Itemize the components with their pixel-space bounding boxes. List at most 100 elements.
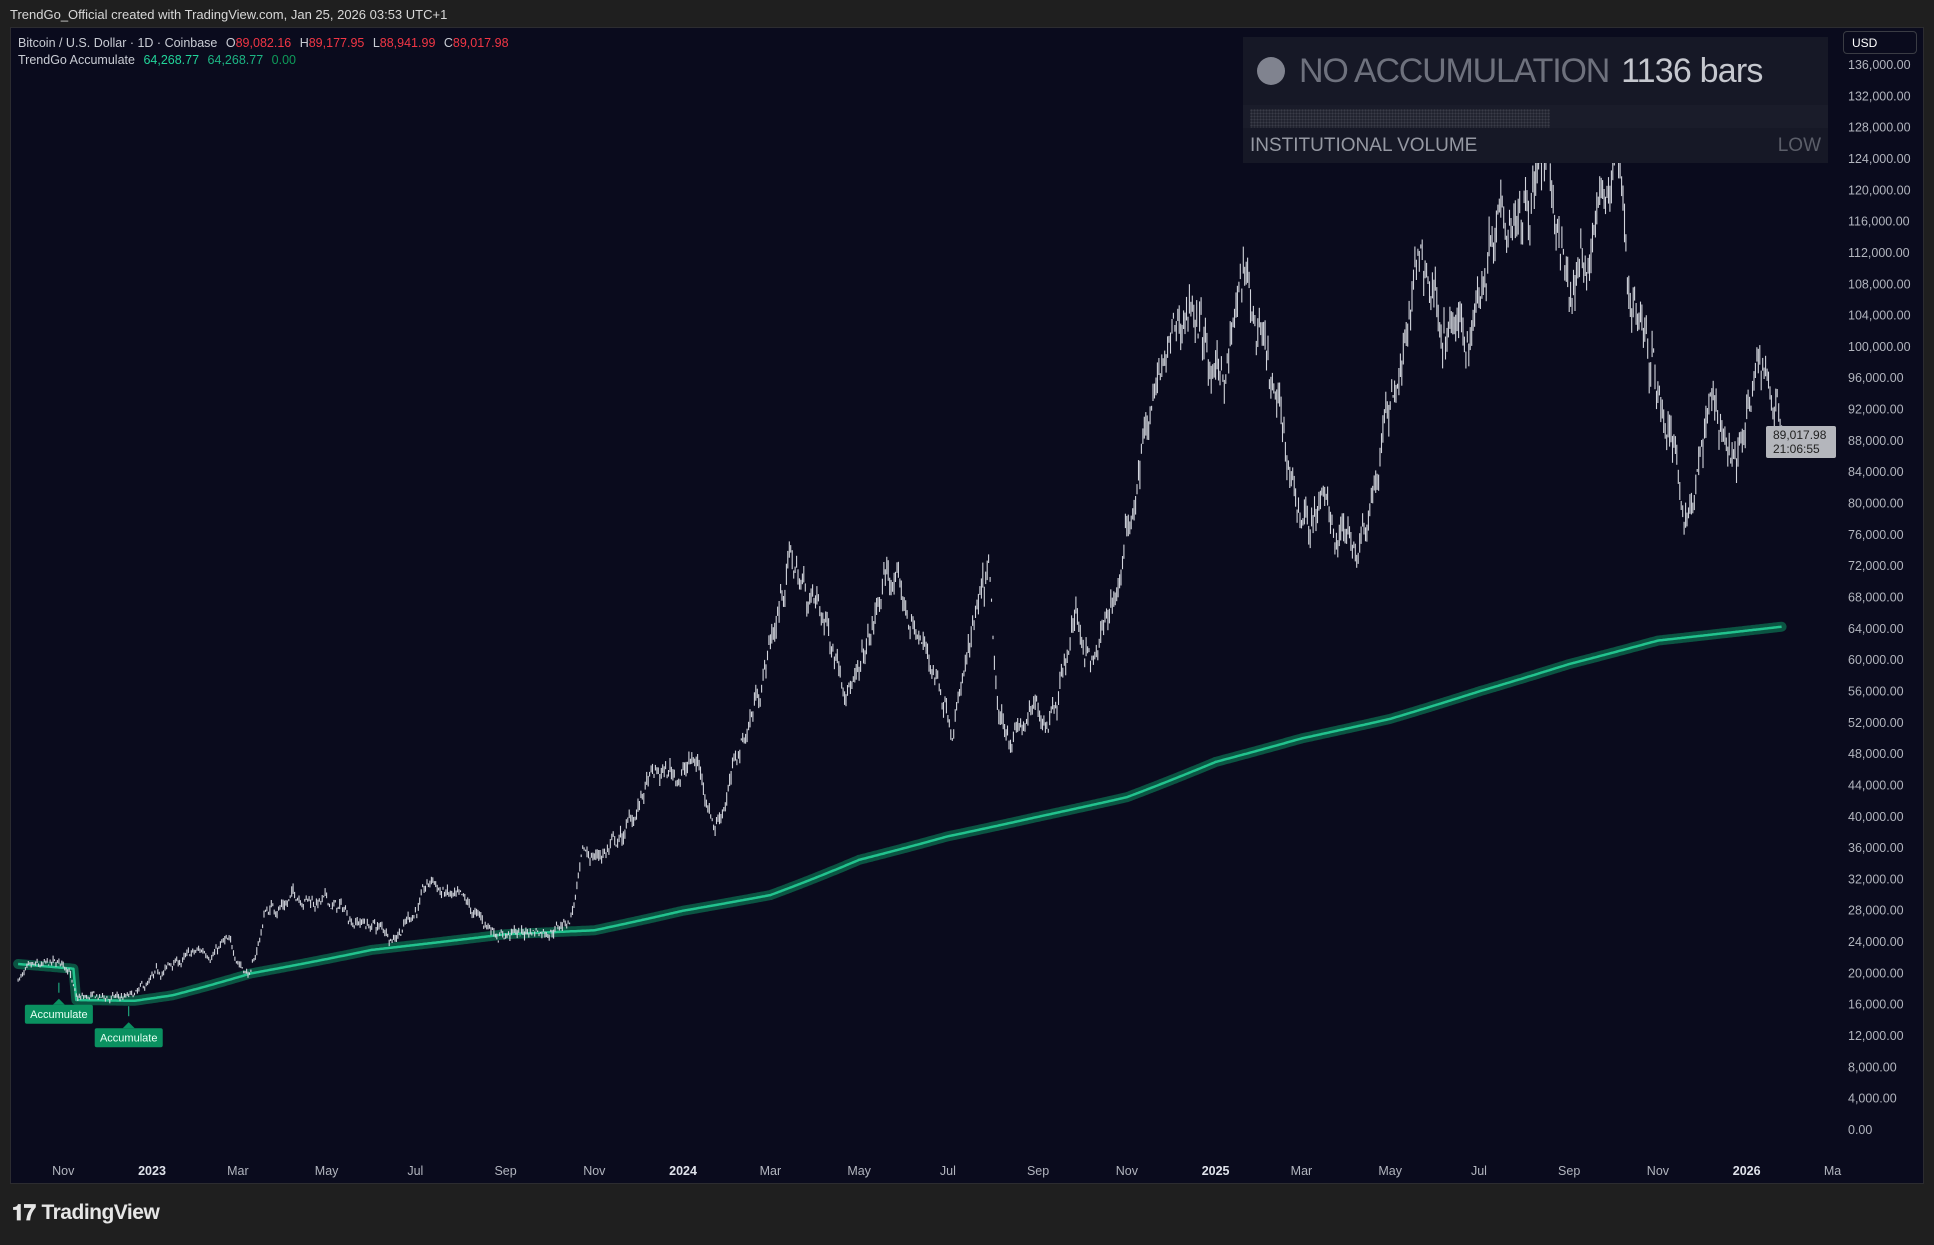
price-tick-label: 52,000.00 [1848, 716, 1904, 730]
tradingview-logo[interactable]: 𝟏𝟕 TradingView [12, 1200, 160, 1226]
time-tick-label: Nov [1116, 1164, 1139, 1178]
price-tick-label: 88,000.00 [1848, 434, 1904, 448]
volume-meter-fill [1250, 109, 1550, 128]
indicator-legend[interactable]: TrendGo Accumulate 64,268.77 64,268.77 0… [18, 52, 514, 69]
time-tick-label: Jul [940, 1164, 956, 1178]
price-tick-label: 64,000.00 [1848, 622, 1904, 636]
price-bars [17, 123, 1783, 1004]
time-tick-label: May [315, 1164, 339, 1178]
last-price-tag: 89,017.98 21:06:55 [1766, 426, 1836, 458]
time-tick-label: Sep [1558, 1164, 1580, 1178]
time-tick-label: Nov [1647, 1164, 1670, 1178]
time-axis[interactable]: Nov 2023 Mar May Jul Sep Nov 2024 Mar May Jul Sep No… [52, 1164, 1841, 1178]
price-tick-label: 116,000.00 [1848, 215, 1910, 229]
time-tick-label: Jul [1471, 1164, 1487, 1178]
price-tick-label: 36,000.00 [1848, 841, 1904, 855]
price-tick-label: 48,000.00 [1848, 747, 1904, 761]
high-value: 89,177.95 [308, 36, 365, 50]
time-tick-label: Mar [760, 1164, 782, 1178]
time-tick-label: Nov [52, 1164, 75, 1178]
indicator-name: TrendGo Accumulate [18, 53, 135, 67]
price-tick-label: 32,000.00 [1848, 872, 1904, 886]
price-tick-label: 128,000.00 [1848, 121, 1911, 135]
time-tick-label: Sep [1027, 1164, 1049, 1178]
price-tick-label: 16,000.00 [1848, 998, 1904, 1012]
price-tick-label: 0.00 [1848, 1123, 1872, 1137]
last-price: 89,017.98 [1773, 428, 1827, 442]
signal-label-box [94, 1028, 163, 1048]
price-tick-label: 104,000.00 [1848, 309, 1911, 323]
signal-label: Accumulate [100, 1033, 157, 1045]
price-tick-label: 136,000.00 [1848, 58, 1911, 72]
price-tick-label: 68,000.00 [1848, 591, 1904, 605]
time-tick-label: May [847, 1164, 871, 1178]
volume-label: INSTITUTIONAL VOLUME [1250, 134, 1478, 156]
chart-pane[interactable] [10, 27, 1924, 1184]
price-tick-label: 60,000.00 [1848, 653, 1904, 667]
indicator-value-2: 64,268.77 [207, 53, 264, 67]
signal-pointer [52, 998, 65, 1005]
symbol-name: Bitcoin / U.S. Dollar · 1D · Coinbase [18, 36, 218, 50]
price-tick-label: 96,000.00 [1848, 371, 1904, 385]
price-tick-label: 40,000.00 [1848, 810, 1904, 824]
open-value: 89,082.16 [235, 36, 292, 50]
time-tick-label: Nov [583, 1164, 606, 1178]
price-tick-label: 132,000.00 [1848, 89, 1911, 103]
accumulate-line-halo [13, 621, 1787, 1006]
price-tick-label: 12,000.00 [1848, 1029, 1904, 1043]
price-tick-label: 108,000.00 [1848, 277, 1911, 291]
indicator-value-3: 0.00 [271, 53, 296, 67]
time-tick-label: Sep [494, 1164, 516, 1178]
signal-pointer [122, 1022, 135, 1029]
bars-count: 1136 bars [1621, 51, 1763, 90]
price-tick-label: 20,000.00 [1848, 966, 1904, 980]
high-label: H [299, 36, 309, 50]
close-label: C [443, 36, 453, 50]
price-axis[interactable]: 0.00 4,000.00 8,000.00 12,000.00 16,000.00 20… [1848, 58, 1911, 1137]
accumulate-line-core [18, 625, 1782, 1003]
price-tick-label: 76,000.00 [1848, 528, 1904, 542]
open-label: O [225, 36, 236, 50]
price-tick-label: 24,000.00 [1848, 935, 1904, 949]
price-tick-label: 80,000.00 [1848, 497, 1904, 511]
volume-level: LOW [1777, 134, 1821, 156]
price-tick-label: 124,000.00 [1848, 152, 1911, 166]
price-tick-label: 8,000.00 [1848, 1060, 1897, 1074]
signal-label: Accumulate [30, 1009, 87, 1021]
time-tick-label: Mar [1291, 1164, 1313, 1178]
close-value: 89,017.98 [452, 36, 509, 50]
time-tick-label: Ma [1824, 1164, 1841, 1178]
indicator-value-1: 64,268.77 [143, 53, 200, 67]
price-tick-label: 92,000.00 [1848, 403, 1904, 417]
tradingview-logo-icon: 𝟏𝟕 [12, 1200, 36, 1225]
price-tick-label: 4,000.00 [1848, 1092, 1897, 1106]
price-tick-label: 112,000.00 [1848, 246, 1910, 260]
accumulate-line [13, 621, 1787, 1006]
low-value: 88,941.99 [379, 36, 436, 50]
signal-labels: Accumulate Accumulate [24, 982, 163, 1048]
price-tick-label: 72,000.00 [1848, 559, 1904, 573]
chart-caption: TrendGo_Official created with TradingVie… [10, 7, 448, 22]
price-tick-label: 28,000.00 [1848, 904, 1904, 918]
time-tick-label: 2025 [1202, 1164, 1230, 1178]
status-dot-icon [1257, 57, 1285, 85]
symbol-legend[interactable]: Bitcoin / U.S. Dollar · 1D · Coinbase O8… [18, 35, 514, 52]
time-tick-label: May [1378, 1164, 1402, 1178]
time-tick-label: Jul [407, 1164, 423, 1178]
signal-label-box [24, 1004, 93, 1024]
price-tick-label: 120,000.00 [1848, 183, 1911, 197]
time-tick-label: Mar [227, 1164, 249, 1178]
bar-countdown: 21:06:55 [1773, 442, 1820, 456]
currency-button[interactable]: USD [1843, 31, 1917, 54]
price-tick-label: 56,000.00 [1848, 684, 1904, 698]
price-tick-label: 100,000.00 [1848, 340, 1911, 354]
accumulation-status: NO ACCUMULATION [1299, 51, 1610, 90]
brand-name: TradingView [41, 1201, 160, 1224]
chart-legend: Bitcoin / U.S. Dollar · 1D · Coinbase O8… [18, 35, 514, 69]
price-tick-label: 84,000.00 [1848, 465, 1904, 479]
time-tick-label: 2024 [669, 1164, 697, 1178]
price-tick-label: 44,000.00 [1848, 778, 1904, 792]
low-label: L [372, 36, 380, 50]
time-tick-label: 2026 [1733, 1164, 1761, 1178]
